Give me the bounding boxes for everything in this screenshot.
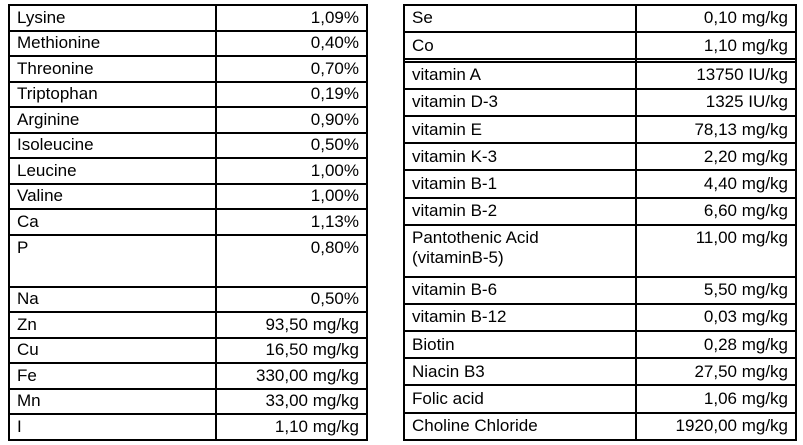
- table-row: Arginine 0,90%: [8, 106, 368, 134]
- table-row: Se 0,10 mg/kg: [403, 3, 797, 34]
- nutrient-name-cell: I: [8, 413, 217, 441]
- table-row: vitamin B-2 6,60 mg/kg: [403, 196, 797, 226]
- nutrient-value-cell: 1,09%: [215, 4, 368, 32]
- table-row: vitamin E 78,13 mg/kg: [403, 115, 797, 145]
- amino-acid-mineral-table: Lysine 1,09% Methionine 0,40% Threonine 0,7…: [8, 4, 368, 441]
- table-row: vitamin B-1 4,40 mg/kg: [403, 169, 797, 199]
- nutrient-name-cell: Valine: [8, 182, 217, 211]
- nutrient-name-cell: Fe: [8, 362, 217, 390]
- nutrient-name-cell: Threonine: [8, 55, 217, 83]
- nutrient-value-cell: 0,80%: [215, 233, 368, 288]
- nutrient-name-cell: Na: [8, 285, 217, 314]
- nutrient-name-cell: Cu: [8, 336, 217, 365]
- nutrient-value-cell: 1,00%: [215, 182, 368, 211]
- nutrient-name-cell: [403, 58, 637, 63]
- table-row: Fe 330,00 mg/kg: [8, 362, 368, 390]
- nutrient-name-cell: vitamin E: [403, 115, 637, 145]
- nutrient-value-cell: 0,90%: [215, 106, 368, 134]
- nutrient-value-cell: 0,40%: [215, 29, 368, 58]
- nutrient-value-cell: 33,00 mg/kg: [215, 387, 368, 416]
- table-row: Co 1,10 mg/kg: [403, 31, 797, 61]
- table-row: I 1,10 mg/kg: [8, 413, 368, 441]
- nutrient-value-cell: 0,03 mg/kg: [635, 302, 797, 333]
- table-row: vitamin B-12 0,03 mg/kg: [403, 302, 797, 333]
- nutrient-value-cell: 78,13 mg/kg: [635, 115, 797, 145]
- table-row: Valine 1,00%: [8, 182, 368, 211]
- nutrient-value-cell: 1325 IU/kg: [635, 87, 797, 118]
- nutrient-name-cell: Ca: [8, 208, 217, 236]
- nutrient-name-cell: Triptophan: [8, 80, 217, 109]
- table-row: Biotin 0,28 mg/kg: [403, 330, 797, 360]
- nutrient-name-cell: P: [8, 233, 217, 288]
- table-row: Cu 16,50 mg/kg: [8, 336, 368, 365]
- nutrient-name-cell: Pantothenic Acid (vitaminB-5): [403, 223, 637, 278]
- nutrient-name-cell: vitamin D-3: [403, 87, 637, 118]
- nutrient-value-cell: 1920,00 mg/kg: [635, 411, 797, 442]
- nutrient-name-cell: Isoleucine: [8, 131, 217, 160]
- table-row: P 0,80%: [8, 233, 368, 288]
- nutrient-value-cell: 1,10 mg/kg: [635, 31, 797, 61]
- table-row: Na 0,50%: [8, 285, 368, 314]
- nutrient-value-cell: 0,70%: [215, 55, 368, 83]
- nutrient-value-cell: 4,40 mg/kg: [635, 169, 797, 199]
- nutrient-value-cell: 5,50 mg/kg: [635, 275, 797, 305]
- nutrient-name-cell: Co: [403, 31, 637, 61]
- nutrient-value-cell: 1,10 mg/kg: [215, 413, 368, 441]
- nutrient-value-cell: 0,28 mg/kg: [635, 330, 797, 360]
- nutrient-name-cell: vitamin B-6: [403, 275, 637, 305]
- nutrient-name-cell: vitamin B-12: [403, 302, 637, 333]
- nutrient-value-cell: 1,06 mg/kg: [635, 384, 797, 414]
- nutrient-name-cell: Mn: [8, 387, 217, 416]
- nutrient-name-cell: Biotin: [403, 330, 637, 360]
- nutrient-name-cell: Leucine: [8, 157, 217, 185]
- nutrient-name-cell: Se: [403, 3, 637, 34]
- nutrient-name-cell: Zn: [8, 311, 217, 339]
- table-row: Lysine 1,09%: [8, 4, 368, 32]
- nutrient-value-cell: [635, 58, 797, 63]
- table-row: Triptophan 0,19%: [8, 80, 368, 109]
- table-row: Threonine 0,70%: [8, 55, 368, 83]
- table-row: Zn 93,50 mg/kg: [8, 311, 368, 339]
- table-row: vitamin B-6 5,50 mg/kg: [403, 275, 797, 305]
- table-row: Ca 1,13%: [8, 208, 368, 236]
- nutrient-value-cell: 0,50%: [215, 285, 368, 314]
- table-row: Isoleucine 0,50%: [8, 131, 368, 160]
- table-row: Pantothenic Acid (vitaminB-5) 11,00 mg/kg: [403, 223, 797, 278]
- vitamin-trace-element-table: Se 0,10 mg/kg Co 1,10 mg/kg vitamin A 13750…: [403, 3, 797, 442]
- nutrient-name-cell: vitamin A: [403, 60, 637, 90]
- nutrient-value-cell: 0,19%: [215, 80, 368, 109]
- nutrient-value-cell: 0,50%: [215, 131, 368, 160]
- table-row: vitamin K-3 2,20 mg/kg: [403, 142, 797, 172]
- nutrient-value-cell: 0,10 mg/kg: [635, 3, 797, 34]
- table-row: Folic acid 1,06 mg/kg: [403, 384, 797, 414]
- table-row: vitamin D-3 1325 IU/kg: [403, 87, 797, 118]
- nutrient-name-cell: Methionine: [8, 29, 217, 58]
- nutrient-value-cell: 1,13%: [215, 208, 368, 236]
- nutrient-value-cell: 13750 IU/kg: [635, 60, 797, 90]
- nutrient-value-cell: 6,60 mg/kg: [635, 196, 797, 226]
- table-row: Niacin B3 27,50 mg/kg: [403, 357, 797, 387]
- nutrient-name-cell: Arginine: [8, 106, 217, 134]
- nutrient-value-cell: 330,00 mg/kg: [215, 362, 368, 390]
- nutrient-value-cell: 11,00 mg/kg: [635, 223, 797, 278]
- table-row: Methionine 0,40%: [8, 29, 368, 58]
- nutrient-name-cell: Choline Chloride: [403, 411, 637, 442]
- nutrient-value-cell: 2,20 mg/kg: [635, 142, 797, 172]
- table-row: Mn 33,00 mg/kg: [8, 387, 368, 416]
- nutrient-name-cell: Lysine: [8, 4, 217, 32]
- nutrient-name-cell: Folic acid: [403, 384, 637, 414]
- nutrient-value-cell: 27,50 mg/kg: [635, 357, 797, 387]
- nutrient-name-cell: Niacin B3: [403, 357, 637, 387]
- nutrient-value-cell: 93,50 mg/kg: [215, 311, 368, 339]
- table-row-empty: [403, 58, 797, 63]
- table-row: Choline Chloride 1920,00 mg/kg: [403, 411, 797, 442]
- nutrient-value-cell: 16,50 mg/kg: [215, 336, 368, 365]
- table-row: Leucine 1,00%: [8, 157, 368, 185]
- table-row: vitamin A 13750 IU/kg: [403, 60, 797, 90]
- nutrient-name-cell: vitamin B-2: [403, 196, 637, 226]
- nutrient-name-cell: vitamin B-1: [403, 169, 637, 199]
- nutrient-value-cell: 1,00%: [215, 157, 368, 185]
- nutrient-name-cell: vitamin K-3: [403, 142, 637, 172]
